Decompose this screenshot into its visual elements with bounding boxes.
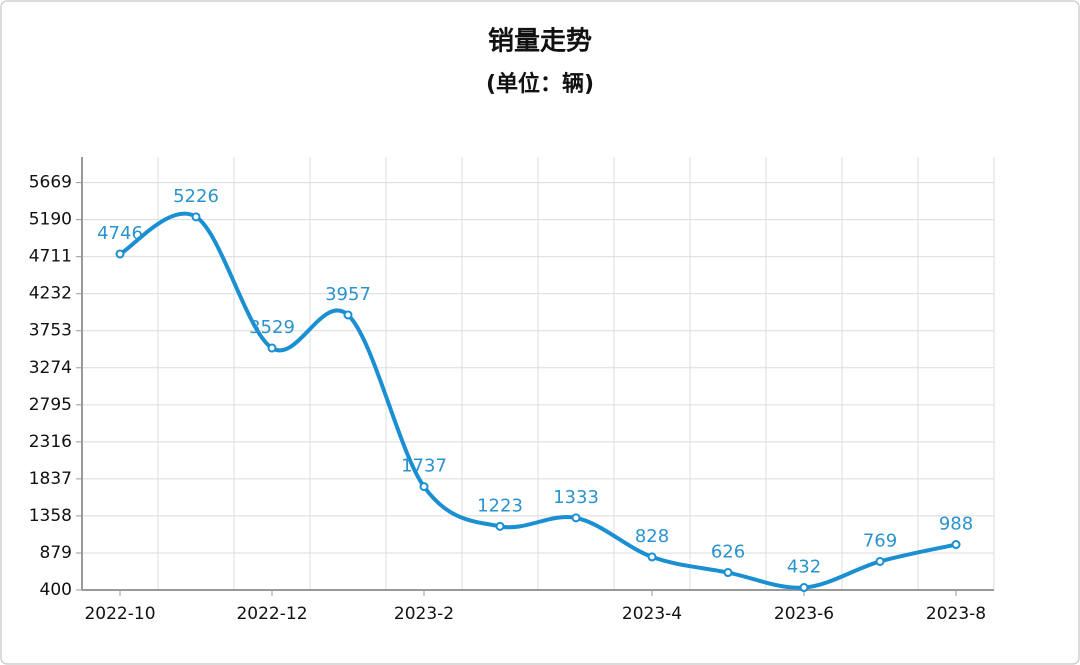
y-tick-label: 5669 bbox=[29, 173, 72, 193]
y-tick-label: 2795 bbox=[29, 395, 72, 415]
y-tick-label: 879 bbox=[40, 543, 72, 563]
value-label: 4746 bbox=[97, 223, 143, 244]
point bbox=[723, 568, 733, 578]
x-tick-label: 2023-6 bbox=[774, 604, 834, 624]
point bbox=[267, 343, 277, 353]
point bbox=[875, 556, 885, 566]
y-tick-label: 2316 bbox=[29, 432, 72, 452]
value-label: 828 bbox=[635, 526, 669, 547]
point bbox=[799, 583, 809, 593]
y-tick-label: 3274 bbox=[29, 358, 72, 378]
value-label: 626 bbox=[711, 542, 745, 563]
point bbox=[495, 521, 505, 531]
value-label: 3957 bbox=[325, 284, 371, 305]
x-tick-label: 2023-8 bbox=[926, 604, 986, 624]
chart-title: 销量走势 bbox=[488, 27, 592, 57]
value-label: 1223 bbox=[477, 495, 523, 516]
value-label: 988 bbox=[939, 514, 973, 535]
y-tick-label: 4711 bbox=[29, 247, 72, 267]
point bbox=[571, 513, 581, 523]
value-label: 1333 bbox=[553, 487, 599, 508]
y-tick-label: 3753 bbox=[29, 321, 72, 341]
value-label: 3529 bbox=[249, 317, 295, 338]
y-tick-label: 400 bbox=[40, 580, 72, 600]
point bbox=[343, 310, 353, 320]
point bbox=[191, 212, 201, 222]
y-tick-label: 4232 bbox=[29, 284, 72, 304]
value-label: 432 bbox=[787, 557, 821, 578]
point bbox=[115, 249, 125, 259]
y-tick-label: 1358 bbox=[29, 506, 72, 526]
point bbox=[951, 540, 961, 550]
value-label: 769 bbox=[863, 530, 897, 551]
x-tick-label: 2022-10 bbox=[84, 604, 155, 624]
x-tick-label: 2022-12 bbox=[236, 604, 307, 624]
point bbox=[419, 482, 429, 492]
x-tick-label: 2023-4 bbox=[622, 604, 682, 624]
y-tick-label: 5190 bbox=[29, 210, 72, 230]
point bbox=[647, 552, 657, 562]
x-tick-label: 2023-2 bbox=[394, 604, 454, 624]
y-tick-label: 1837 bbox=[29, 469, 72, 489]
value-label: 5226 bbox=[173, 186, 219, 207]
chart-subtitle: (单位：辆) bbox=[486, 71, 594, 97]
value-label: 1737 bbox=[401, 456, 447, 477]
